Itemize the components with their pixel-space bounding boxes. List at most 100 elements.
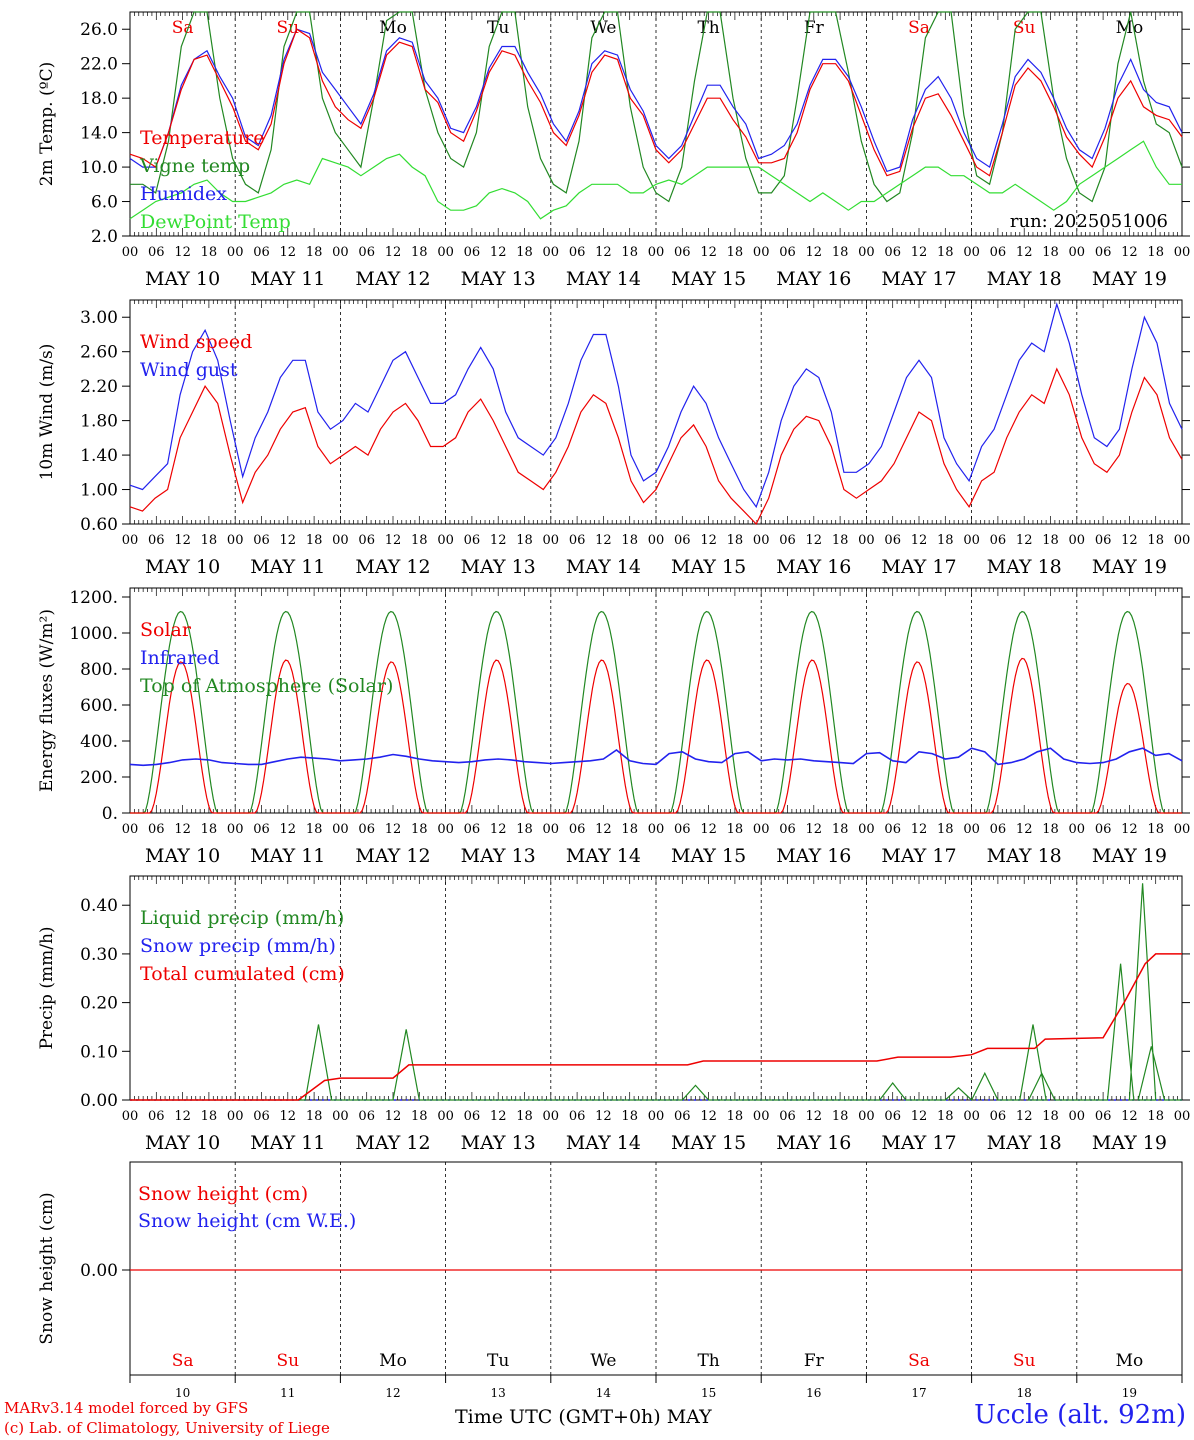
legend-entry: Total cumulated (cm) xyxy=(140,963,345,985)
hour-tick-label: 18 xyxy=(727,533,744,548)
hour-tick-label: 12 xyxy=(700,1109,717,1124)
hour-tick-label: 12 xyxy=(700,245,717,260)
hour-tick-label: 18 xyxy=(306,1109,323,1124)
weekday-label: Fr xyxy=(804,1351,825,1371)
panel-1-ylabel: 2m Temp. (ºC) xyxy=(37,62,57,187)
hour-tick-label: 06 xyxy=(779,822,796,837)
hour-tick-label: 12 xyxy=(806,533,823,548)
hour-tick-label: 12 xyxy=(1016,1109,1033,1124)
hour-tick-label: 06 xyxy=(990,822,1007,837)
hour-tick-label: 00 xyxy=(858,245,875,260)
y-tick-label: 0.40 xyxy=(80,896,118,916)
time-axis-title: Time UTC (GMT+0h) MAY xyxy=(455,1406,712,1428)
date-label: MAY 11 xyxy=(250,268,325,290)
hour-tick-label: 12 xyxy=(280,245,297,260)
hour-tick-label: 18 xyxy=(621,822,638,837)
y-tick-label: 600. xyxy=(80,696,118,716)
legend-entry: Wind gust xyxy=(140,359,238,381)
date-label: MAY 13 xyxy=(461,845,536,867)
hour-tick-label: 18 xyxy=(832,245,849,260)
hour-tick-label: 00 xyxy=(122,822,139,837)
hour-tick-label: 00 xyxy=(963,822,980,837)
hour-tick-label: 06 xyxy=(464,1109,481,1124)
date-label: MAY 11 xyxy=(250,1132,325,1154)
date-label: MAY 13 xyxy=(461,1132,536,1154)
weekday-label: We xyxy=(590,18,616,38)
hour-tick-label: 00 xyxy=(227,245,244,260)
hour-tick-label: 12 xyxy=(700,533,717,548)
hour-tick-label: 06 xyxy=(1095,533,1112,548)
y-tick-label: 10.0 xyxy=(80,158,118,178)
hour-tick-label: 12 xyxy=(490,245,507,260)
date-label: MAY 14 xyxy=(566,268,641,290)
y-tick-label: 0. xyxy=(102,804,118,824)
hour-tick-label: 18 xyxy=(1042,533,1059,548)
hour-tick-label: 06 xyxy=(148,533,165,548)
y-tick-label: 1200. xyxy=(69,588,118,608)
hour-tick-label: 18 xyxy=(1042,245,1059,260)
hour-tick-label: 00 xyxy=(437,1109,454,1124)
date-label: MAY 10 xyxy=(145,556,220,578)
hour-tick-label: 18 xyxy=(727,1109,744,1124)
hour-tick-label: 00 xyxy=(437,822,454,837)
hour-tick-label: 18 xyxy=(1147,245,1164,260)
hour-tick-label: 06 xyxy=(884,245,901,260)
hour-tick-label: 12 xyxy=(280,1109,297,1124)
y-tick-label: 0.20 xyxy=(80,994,118,1014)
hour-tick-label: 18 xyxy=(516,245,533,260)
hour-tick-label: 06 xyxy=(148,1109,165,1124)
date-label: MAY 15 xyxy=(671,1132,746,1154)
model-line: MARv3.14 model forced by GFS xyxy=(4,1399,249,1417)
legend-entry: Snow height (cm) xyxy=(138,1183,308,1205)
hour-tick-label: 00 xyxy=(648,533,665,548)
hour-tick-label: 18 xyxy=(937,245,954,260)
hour-tick-label: 00 xyxy=(1174,533,1191,548)
hour-tick-label: 12 xyxy=(911,822,928,837)
run-label: run: 2025051006 xyxy=(1010,211,1168,232)
weekday-label: Sa xyxy=(172,18,194,38)
hour-tick-label: 00 xyxy=(437,533,454,548)
hour-tick-label: 18 xyxy=(727,245,744,260)
panel-3-frame xyxy=(129,587,1183,814)
hour-tick-label: 12 xyxy=(595,1109,612,1124)
hour-tick-label: 18 xyxy=(937,822,954,837)
date-label: MAY 14 xyxy=(566,556,641,578)
y-tick-label: 2.0 xyxy=(91,227,118,247)
weekday-label: Su xyxy=(276,1351,299,1371)
y-tick-label: 6.0 xyxy=(91,193,118,213)
y-tick-label: 200. xyxy=(80,768,118,788)
series-dewpoint-temp xyxy=(129,140,1182,220)
weekday-label: Tu xyxy=(487,18,509,38)
legend-entry: Wind speed xyxy=(140,331,252,353)
hour-tick-label: 06 xyxy=(884,822,901,837)
weekday-label: Sa xyxy=(908,18,930,38)
series-infrared xyxy=(129,747,1183,767)
hour-tick-label: 06 xyxy=(253,533,270,548)
hour-tick-label: 12 xyxy=(700,822,717,837)
hour-tick-label: 18 xyxy=(201,533,218,548)
day-number-label: 12 xyxy=(385,1386,400,1400)
series-total-cumulated xyxy=(130,953,1182,1101)
weekday-label: Mo xyxy=(1116,1351,1144,1371)
date-label: MAY 17 xyxy=(881,845,956,867)
date-label: MAY 10 xyxy=(145,1132,220,1154)
hour-tick-label: 18 xyxy=(516,822,533,837)
hour-tick-label: 18 xyxy=(937,1109,954,1124)
hour-tick-label: 00 xyxy=(753,1109,770,1124)
hour-tick-label: 12 xyxy=(1016,533,1033,548)
weekday-label: Fr xyxy=(804,18,825,38)
hour-tick-label: 12 xyxy=(806,1109,823,1124)
hour-tick-label: 00 xyxy=(227,822,244,837)
hour-tick-label: 18 xyxy=(411,533,428,548)
y-tick-label: 3.00 xyxy=(80,308,118,328)
date-label: MAY 15 xyxy=(671,556,746,578)
date-label: MAY 11 xyxy=(250,556,325,578)
series-solar xyxy=(130,657,1182,814)
hour-tick-label: 18 xyxy=(1042,1109,1059,1124)
hour-tick-label: 18 xyxy=(1147,822,1164,837)
hour-tick-label: 06 xyxy=(358,1109,375,1124)
hour-tick-label: 12 xyxy=(1121,245,1138,260)
y-tick-label: 0.00 xyxy=(80,1091,118,1111)
hour-tick-label: 06 xyxy=(674,1109,691,1124)
weekday-label: We xyxy=(590,1351,616,1371)
